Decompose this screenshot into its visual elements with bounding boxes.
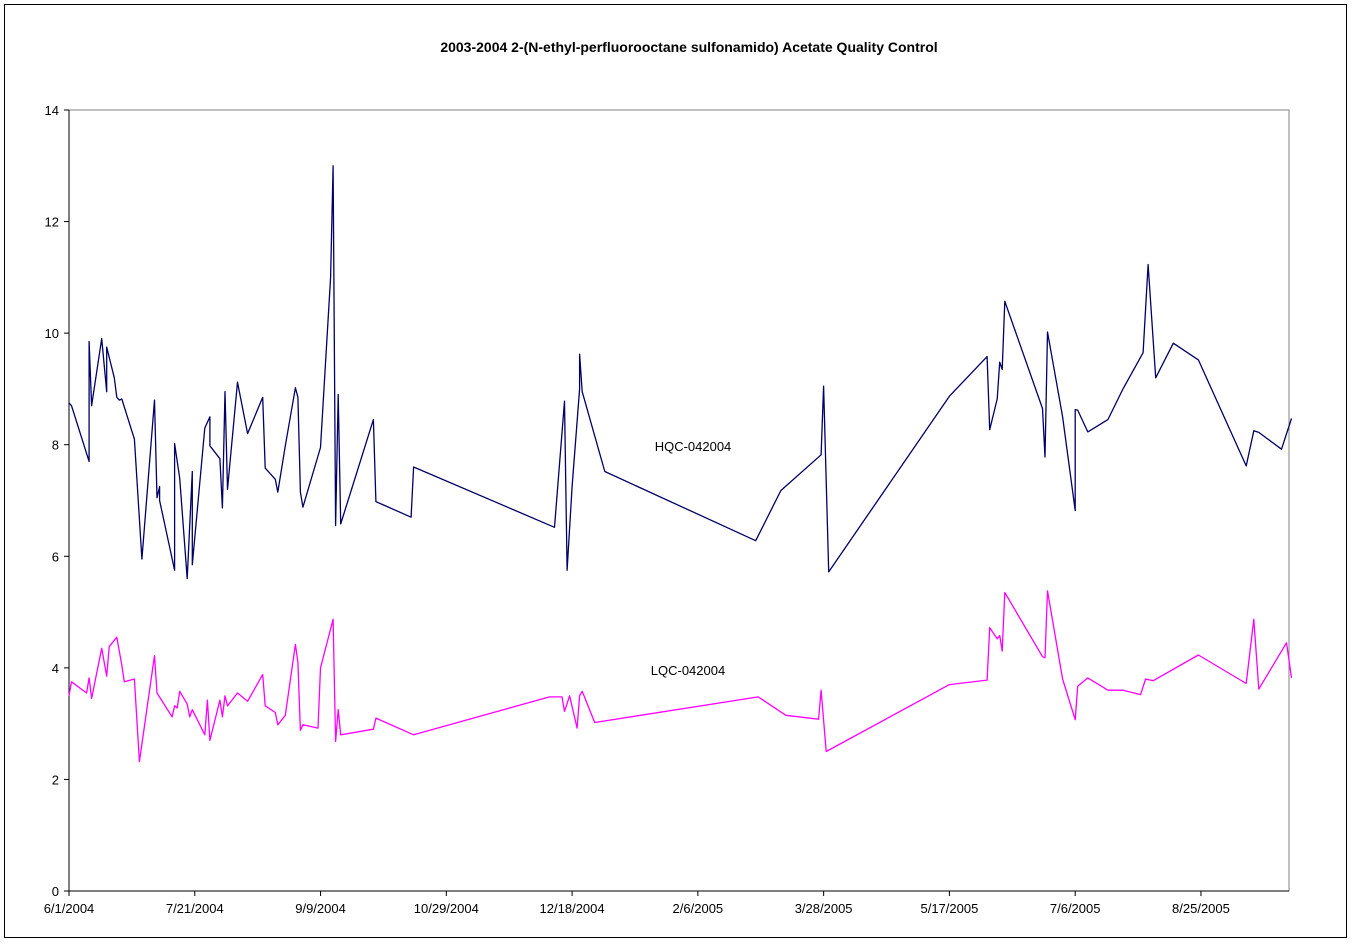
- x-tick-label: 2/6/2005: [673, 901, 724, 916]
- series-label-lqc-042004: LQC-042004: [651, 663, 725, 678]
- x-tick-label: 5/17/2005: [920, 901, 978, 916]
- y-tick-label: 0: [52, 884, 59, 899]
- x-tick-label: 10/29/2004: [414, 901, 479, 916]
- plot-area-border: [68, 109, 1290, 892]
- x-tick-label: 8/25/2005: [1172, 901, 1230, 916]
- plot-area: 0 2 4 6 8 10 12 14 6/1/2004 7/21/2004 9/9/2004 10/2…: [44, 103, 1293, 916]
- x-tick-label: 7/21/2004: [166, 901, 224, 916]
- series-line-hqc-042004: [68, 165, 1293, 580]
- chart-title: 2003-2004 2-(N-ethyl-perfluorooctane sul…: [440, 39, 937, 55]
- y-tick-label: 8: [52, 438, 59, 453]
- series-label-hqc-042004: HQC-042004: [655, 439, 732, 454]
- x-tick-label: 12/18/2004: [540, 901, 605, 916]
- chart-frame: 2003-2004 2-(N-ethyl-perfluorooctane sul…: [4, 4, 1347, 938]
- y-tick-label: 2: [52, 772, 59, 787]
- x-tick-label: 6/1/2004: [44, 901, 95, 916]
- y-tick-label: 12: [45, 215, 59, 230]
- x-tick-label: 9/9/2004: [295, 901, 346, 916]
- chart-svg: 2003-2004 2-(N-ethyl-perfluorooctane sul…: [44, 39, 1293, 916]
- x-tick-label: 7/6/2005: [1050, 901, 1101, 916]
- y-tick-label: 14: [45, 103, 59, 118]
- y-tick-label: 6: [52, 549, 59, 564]
- series-line-lqc-042004: [68, 590, 1293, 763]
- x-tick-label: 3/28/2005: [795, 901, 853, 916]
- y-tick-label: 10: [45, 326, 59, 341]
- y-tick-label: 4: [52, 661, 59, 676]
